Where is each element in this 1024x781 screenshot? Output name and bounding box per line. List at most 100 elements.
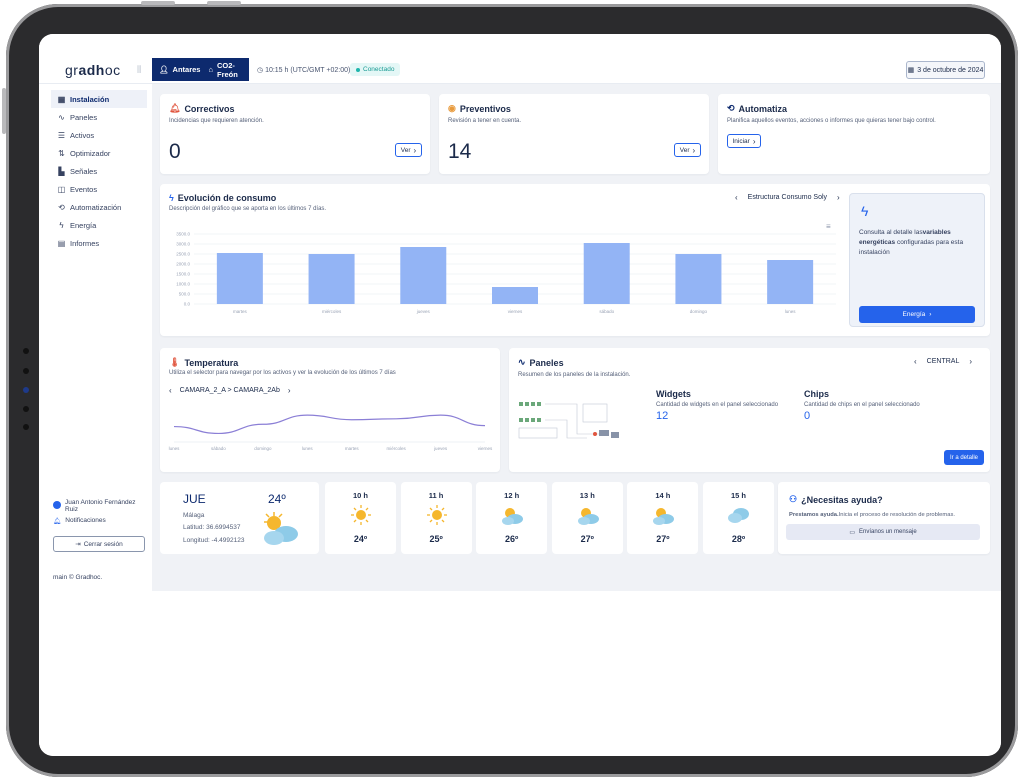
selector-label: Estructura Consumo Soly [747,194,828,201]
chevron-right-icon: › [929,311,932,318]
collapse-sidebar-icon[interactable]: ⫴ [137,65,142,76]
y-tick-label: 3500.0 [176,232,190,237]
consumo-bar[interactable] [675,254,722,304]
title-text: Correctivos [184,103,235,114]
consumo-bar-chart: 3500.0 3000.0 2500.0 2000.0 1500.0 1000.0 500.… [176,232,836,314]
sun-cloud-icon [264,512,298,545]
sidebar-item-paneles[interactable]: ∿ Paneles [51,108,147,126]
date-picker-button[interactable]: ▦ 3 de octubre de 2024 [906,61,985,79]
time-text: 10:15 h (UTC/GMT +02:00) [265,67,351,74]
correctivos-subtitle: Incidencias que requieren atención. [169,118,264,124]
date-text: 3 de octubre de 2024 [917,66,984,74]
chips-count: 0 [804,410,811,422]
sidebar-item-optimizador[interactable]: ⇅ Optimizador [51,144,147,162]
title-text: Temperatura [184,357,239,368]
chevron-right-icon[interactable]: › [837,193,840,202]
list-icon: ☰ [57,130,66,140]
title-text: Automatiza [738,103,788,114]
energia-card: ϟ Consulta al detalle lasvariables energ… [849,193,985,327]
chevron-right-icon[interactable]: › [287,386,291,395]
send-message-button[interactable]: ▭ Envíanos un mensaje [786,524,980,540]
bolt-icon: ϟ [169,193,174,203]
energia-button[interactable]: Energía › [859,306,975,323]
notifications-link[interactable]: 🔔︎ Notificaciones [53,517,148,525]
sun-cloud-icon [577,508,599,525]
sidebar-item-label: Activos [70,130,95,140]
sidebar-item-label: Instalación [70,94,110,104]
chevron-right-icon: › [692,145,696,155]
consumo-bar[interactable] [308,254,355,304]
events-icon: ◫ [57,184,66,194]
logout-button[interactable]: ⇥ Cerrar sesión [53,536,145,552]
correctivos-count: 0 [169,140,181,163]
chevron-left-icon[interactable]: ‹ [735,193,738,202]
sidebar-item-energia[interactable]: ϟ Energía [51,216,147,234]
sidebar: ▦ Instalación ∿ Paneles ☰ Activos ⇅ Optimizador… [39,84,152,591]
consumo-bar[interactable] [492,287,538,304]
sidebar-item-label: Eventos [70,184,98,194]
help-text: Prestamos ayuda.Inicia el proceso de res… [789,512,955,518]
camera-dot [23,368,29,374]
main-content: 🔔︎ Correctivos Incidencias que requieren … [152,84,1001,591]
camera-dot [23,424,29,430]
site-subname: CO2-Freón [217,60,238,79]
user-profile[interactable]: Juan Antonio Fernández Ruiz [53,499,148,513]
preventivos-count: 14 [448,140,472,163]
sidebar-nav: ▦ Instalación ∿ Paneles ☰ Activos ⇅ Optimizador… [51,90,147,252]
weather-today-card: JUE 24º Málaga Latitud: 36.6994537 Longi… [160,482,319,554]
consumo-bar[interactable] [767,260,814,304]
automatiza-card: ⟲ Automatiza Planifica aquellos eventos, … [718,94,990,174]
sidebar-item-eventos[interactable]: ◫ Eventos [51,180,147,198]
hour-forecast-card: 10 h 24º [325,482,396,554]
sidebar-item-activos[interactable]: ☰ Activos [51,126,147,144]
consumo-bar[interactable] [216,253,263,304]
button-label: Energía [902,311,926,318]
sidebar-item-instalacion[interactable]: ▦ Instalación [51,90,147,108]
bell-icon: 🔔︎ [53,518,62,525]
x-tick-label: martes [233,309,248,314]
user-icon: 👤︎ [159,65,169,74]
ir-a-detalle-button[interactable]: Ir a detalle [944,450,984,465]
thermometer-icon: 🌡︎ [169,357,181,367]
x-tick-label: domingo [690,309,708,314]
help-text-bold: Prestamos ayuda. [789,512,839,518]
consumo-bar[interactable] [400,247,447,304]
consumo-bar[interactable] [583,243,630,304]
hour-forecast-card: 12 h 26º [476,482,548,554]
title-text: Evolución de consumo [177,193,277,203]
button-label: Ver [679,146,690,154]
site-selector[interactable]: 👤︎ Antares ⌂ CO2-Freón [152,58,249,81]
preventivos-ver-button[interactable]: Ver › [674,143,701,157]
chevron-right-icon[interactable]: › [969,357,973,366]
clock-icon: ◷ [257,67,264,74]
energia-text-bold: variables energéticas [859,229,951,246]
sidebar-item-label: Señales [70,166,98,176]
y-tick-label: 2000.0 [176,262,190,267]
sidebar-item-senales[interactable]: ▙ Señales [51,162,147,180]
sidebar-item-informes[interactable]: ▤ Informes [51,234,147,252]
logo-text-end: oc [104,62,121,78]
gradhoc-logo[interactable]: gradhoc [65,62,121,78]
temperatura-series-line [173,414,486,435]
chart-menu-icon[interactable]: ≡ [826,222,831,231]
camera-lens [23,387,29,393]
chevron-left-icon[interactable]: ‹ [169,386,172,395]
sidebar-item-label: Paneles [70,112,98,122]
energia-text: Consulta al detalle lasvariables energét… [859,228,979,257]
chat-icon: ▭ [849,529,855,536]
sidebar-item-automatizacion[interactable]: ⟲ Automatización [51,198,147,216]
automatiza-iniciar-button[interactable]: Iniciar › [727,134,761,148]
eye-icon: ◉ [448,103,456,113]
weather-latitude: Latitud: 36.6994537 [183,524,241,531]
weather-longitude: Longitud: -4.4992123 [183,537,245,544]
sidebar-item-label: Optimizador [70,148,111,158]
chevron-left-icon[interactable]: ‹ [914,357,917,366]
x-tick-label: martes [345,446,360,451]
selector-label: CAMARA_2_A > CAMARA_2Ab [179,387,280,394]
x-tick-label: lunes [785,309,797,314]
hour-temp: 28º [731,534,746,544]
temperatura-subtitle: Utiliza el selector para navegar por los… [169,370,396,376]
camera-dot [23,348,29,354]
correctivos-ver-button[interactable]: Ver › [395,143,422,157]
